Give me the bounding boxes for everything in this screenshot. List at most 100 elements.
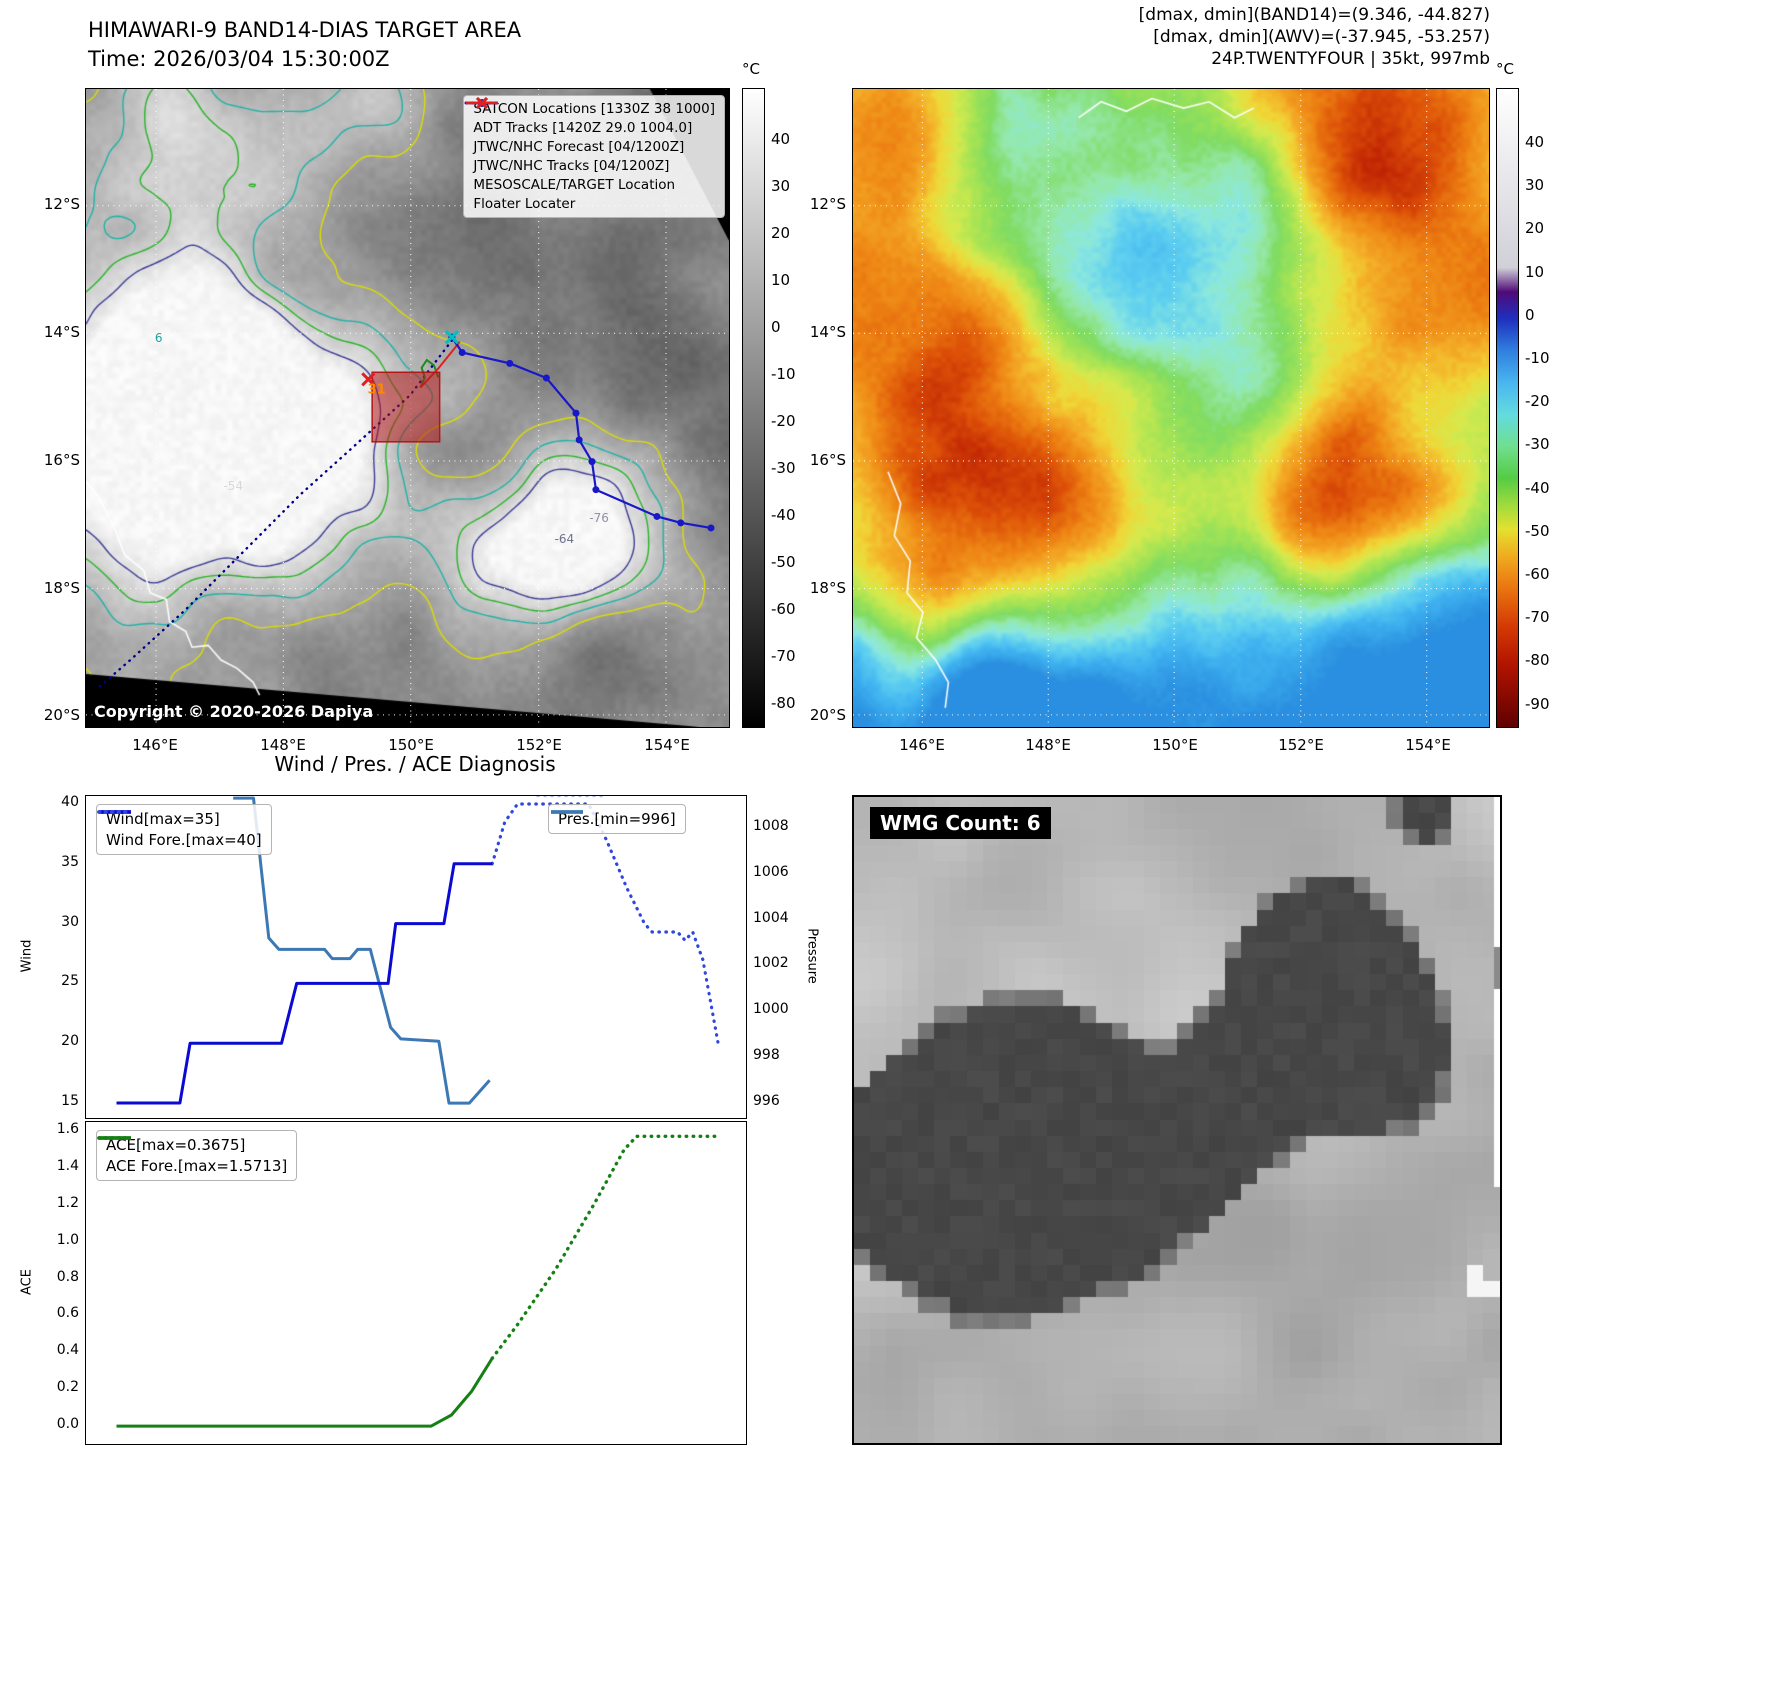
band14-colorbar-tick: -80 bbox=[771, 694, 796, 712]
legend-label: MESOSCALE/TARGET Location bbox=[473, 177, 676, 193]
map2-lat-tick: 18°S bbox=[809, 579, 846, 597]
awv-colorbar-tick: -80 bbox=[1525, 651, 1550, 670]
legend-label: Floater Locater bbox=[473, 196, 576, 212]
awv-colorbar-tick: 40 bbox=[1525, 133, 1545, 151]
map1-lat-tick: 14°S bbox=[43, 323, 80, 341]
chart-y-tick-right: 1002 bbox=[753, 955, 789, 972]
legend-label: Wind[max=35] bbox=[106, 810, 220, 828]
legend-item: ADT Tracks [1420Z 29.0 1004.0] bbox=[466, 101, 715, 136]
jtwc-track-point bbox=[458, 348, 466, 356]
band14-map-overlay bbox=[86, 89, 729, 727]
band14-satellite-map: SATCON Locations [1330Z 38 1000] ADT Trac… bbox=[85, 88, 730, 728]
contour-label: -64 bbox=[554, 532, 575, 547]
jtwc-track-point bbox=[588, 458, 596, 466]
copyright-watermark: Copyright © 2020-2026 Dapiya bbox=[94, 702, 374, 721]
line-legend-marker bbox=[466, 101, 499, 105]
jtwc-track-point bbox=[653, 512, 661, 520]
jtwc-track-line bbox=[450, 336, 712, 529]
band14-colorbar-tick: 40 bbox=[771, 130, 791, 148]
legend-item: Wind Fore.[max=40] bbox=[97, 810, 262, 849]
band14-colorbar-tick: -40 bbox=[771, 506, 796, 524]
chart-y-tick: 0.6 bbox=[56, 1305, 79, 1322]
chart-y-tick: 40 bbox=[61, 794, 79, 810]
series-pres-min-996- bbox=[233, 796, 491, 1105]
jtwc-track-point bbox=[575, 436, 583, 444]
awv-colorbar-tick: -70 bbox=[1525, 608, 1550, 627]
legend-item: Floater Locater bbox=[466, 101, 715, 212]
legend-label: Pres.[min=996] bbox=[558, 810, 676, 828]
legend-label: ADT Tracks [1420Z 29.0 1004.0] bbox=[473, 120, 693, 136]
chart-y-tick: 15 bbox=[61, 1093, 79, 1110]
chart-y-tick-right: 998 bbox=[753, 1047, 780, 1064]
map1-lon-tick: 152°E bbox=[516, 736, 562, 754]
wmg-panel: WMG Count: 6 bbox=[852, 795, 1502, 1445]
map2-lat-tick: 14°S bbox=[809, 323, 846, 341]
legend-item: SATCON Locations [1330Z 38 1000] bbox=[473, 96, 715, 117]
legend-label: JTWC/NHC Forecast [04/1200Z] bbox=[473, 139, 685, 155]
y-axis-label: Wind bbox=[19, 939, 35, 973]
map2-lat-tick: 20°S bbox=[809, 706, 846, 724]
awv-colorbar bbox=[1496, 88, 1519, 728]
mesoscale-target-box bbox=[371, 371, 441, 443]
awv-colorbar-tick: -30 bbox=[1525, 435, 1550, 454]
ace-plot bbox=[116, 1134, 718, 1428]
map1-lon-tick: 146°E bbox=[132, 736, 178, 754]
map1-lat-tick: 16°S bbox=[43, 451, 80, 469]
awv-colorbar-tick: -60 bbox=[1525, 565, 1550, 583]
map-legend: SATCON Locations [1330Z 38 1000] ADT Trac… bbox=[463, 95, 725, 218]
legend-item: ACE[max=0.3675] bbox=[99, 1136, 287, 1154]
awv-colorbar-tick: 10 bbox=[1525, 262, 1545, 281]
wmg-pixel-image bbox=[854, 797, 1500, 1443]
jtwc-forecast-track bbox=[95, 339, 454, 691]
band14-colorbar-tick: 0 bbox=[771, 318, 781, 336]
band14-colorbar-tick: -50 bbox=[771, 553, 796, 571]
awv-colorbar-tick: -90 bbox=[1525, 694, 1550, 713]
jtwc-track-point bbox=[707, 524, 715, 532]
legend-item: MESOSCALE/TARGET Location bbox=[473, 96, 715, 193]
band14-colorbar-unit: °C bbox=[742, 60, 760, 78]
chart-y-tick: 20 bbox=[61, 1033, 79, 1050]
jtwc-track-point bbox=[677, 519, 685, 527]
chart-y-tick-right: 1006 bbox=[753, 863, 789, 880]
target-x-mark bbox=[361, 372, 376, 387]
legend-label: Wind Fore.[max=40] bbox=[106, 831, 262, 849]
chart-y-tick: 1.0 bbox=[56, 1231, 79, 1248]
jtwc-track-point bbox=[572, 409, 580, 417]
awv-satellite-map bbox=[852, 88, 1490, 728]
chart-y-tick: 1.2 bbox=[56, 1194, 79, 1211]
map2-lat-tick: 16°S bbox=[809, 451, 846, 469]
chart-y-tick: 0.4 bbox=[56, 1342, 79, 1359]
jtwc-track-point bbox=[506, 359, 514, 367]
band14-colorbar-tick: 30 bbox=[771, 177, 791, 195]
band14-dmax-dmin-annotation: [dmax, dmin](BAND14)=(9.346, -44.827) bbox=[1138, 5, 1490, 25]
chart-y-tick-right: 996 bbox=[753, 1093, 780, 1110]
wmg-count-label: WMG Count: 6 bbox=[870, 807, 1051, 839]
band14-colorbar-tick: -70 bbox=[771, 647, 796, 665]
band14-colorbar-tick: -10 bbox=[771, 365, 796, 383]
band14-colorbar-tick: -20 bbox=[771, 412, 796, 430]
legend-label: JTWC/NHC Tracks [04/1200Z] bbox=[473, 158, 670, 174]
chart-legend: Wind[max=35] Wind Fore.[max=40] bbox=[96, 804, 272, 855]
y-axis-label: ACE bbox=[19, 1269, 35, 1295]
chart-y-tick: 0.8 bbox=[56, 1268, 79, 1285]
map2-lon-tick: 154°E bbox=[1405, 736, 1451, 754]
contour-label: -54 bbox=[223, 479, 244, 494]
chart-legend: Pres.[min=996] bbox=[548, 804, 686, 834]
legend-item: JTWC/NHC Forecast [04/1200Z] bbox=[464, 101, 715, 155]
wind-pressure-plot bbox=[116, 796, 720, 1105]
y-axis-label-right: Pressure bbox=[804, 928, 820, 984]
ace-chart: ACE[max=0.3675] ACE Fore.[max=1.5713] bbox=[85, 1121, 747, 1445]
map1-lon-tick: 150°E bbox=[388, 736, 434, 754]
legend-label: SATCON Locations [1330Z 38 1000] bbox=[473, 101, 715, 117]
thick-line-legend-marker bbox=[551, 810, 583, 814]
chart-y-tick: 0.0 bbox=[56, 1416, 79, 1433]
jtwc-track-point bbox=[542, 374, 550, 382]
thick-dotted-legend-marker bbox=[97, 1136, 133, 1140]
contour-label: 6 bbox=[154, 330, 163, 345]
map1-lat-tick: 20°S bbox=[43, 706, 80, 724]
diagnosis-chart-title: Wind / Pres. / ACE Diagnosis bbox=[274, 752, 556, 776]
map1-lat-tick: 12°S bbox=[43, 195, 80, 213]
awv-colorbar-tick: 30 bbox=[1525, 176, 1545, 195]
chart-y-tick-right: 1000 bbox=[753, 1001, 789, 1018]
